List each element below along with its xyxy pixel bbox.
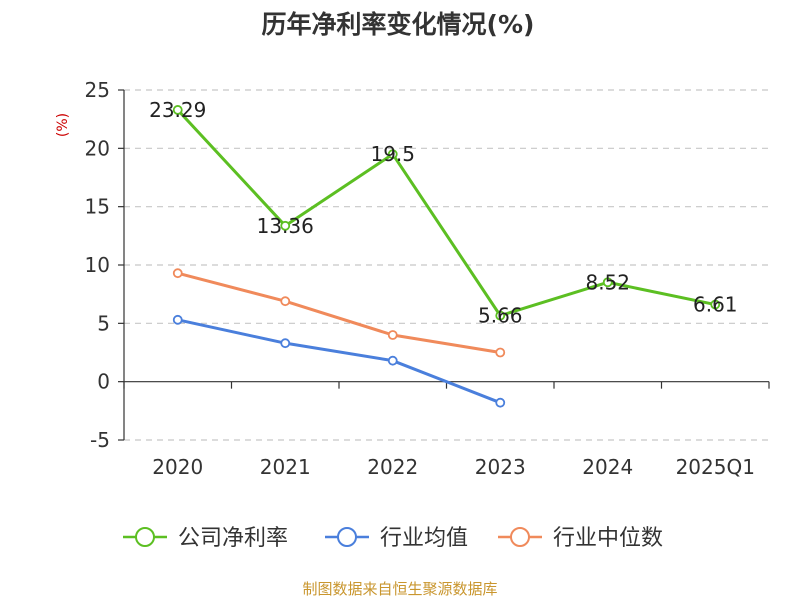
legend-item[interactable]: 行业中位数 bbox=[498, 526, 663, 551]
legend-marker-circle bbox=[337, 527, 357, 547]
data-point bbox=[172, 105, 183, 115]
data-point bbox=[387, 330, 398, 340]
data-point bbox=[602, 277, 613, 288]
series-line bbox=[177, 318, 501, 405]
y-tick-label: -5 bbox=[90, 428, 110, 452]
x-tick-label: 2020 bbox=[152, 455, 203, 479]
data-point bbox=[172, 314, 183, 325]
chart-title: 历年净利率变化情况(%) bbox=[262, 10, 535, 39]
data-point bbox=[172, 268, 183, 279]
y-tick-label: 5 bbox=[97, 311, 110, 335]
axes: 25 20 15 10 5 0 -5 2020 2021 2022 2023 2024 2025Q1 bbox=[85, 78, 770, 479]
legend-marker-circle bbox=[510, 527, 530, 547]
data-point bbox=[495, 310, 506, 321]
data-point bbox=[280, 296, 291, 307]
data-label: 19.5 bbox=[370, 142, 415, 166]
data-label: 8.52 bbox=[585, 270, 630, 294]
x-tick-label: 2025Q1 bbox=[676, 455, 755, 479]
data-point bbox=[495, 397, 506, 408]
data-labels: 23.29 13.36 19.5 5.66 8.52 6.61 bbox=[149, 98, 737, 328]
data-point bbox=[710, 299, 721, 310]
legend-label: 行业中位数 bbox=[553, 526, 663, 551]
data-label: 23.29 bbox=[149, 98, 206, 122]
series-line bbox=[176, 108, 716, 318]
y-tick-label: 10 bbox=[85, 253, 110, 277]
y-tick-label: 25 bbox=[85, 78, 110, 102]
data-point bbox=[387, 149, 398, 160]
legend-label: 行业均值 bbox=[380, 526, 468, 551]
data-point bbox=[387, 355, 398, 366]
data-point bbox=[280, 220, 291, 231]
legend-item[interactable]: 行业均值 bbox=[325, 526, 468, 551]
y-tick-label: 0 bbox=[97, 370, 110, 394]
x-tick-label: 2022 bbox=[367, 455, 418, 479]
x-tick-label: 2021 bbox=[260, 455, 311, 479]
legend-label: 公司净利率 bbox=[178, 526, 288, 551]
data-label: 6.61 bbox=[693, 293, 738, 317]
series-line bbox=[177, 271, 501, 354]
data-label: 13.36 bbox=[257, 214, 314, 238]
data-point bbox=[495, 347, 506, 358]
legend-item[interactable]: 公司净利率 bbox=[123, 526, 288, 551]
grid-lines bbox=[124, 89, 769, 441]
y-tick-label: 15 bbox=[85, 195, 110, 219]
x-tick-label: 2023 bbox=[475, 455, 526, 479]
y-tick-label: 20 bbox=[85, 136, 110, 160]
legend-marker-circle bbox=[135, 527, 155, 547]
data-label: 5.66 bbox=[478, 304, 523, 328]
y-axis-label: (%) bbox=[55, 113, 71, 137]
legend: 公司净利率 行业均值 行业中位数 bbox=[123, 526, 663, 551]
data-point bbox=[280, 338, 291, 349]
source-note: 制图数据来自恒生聚源数据库 bbox=[302, 580, 497, 598]
series-lines bbox=[172, 105, 721, 408]
x-tick-label: 2024 bbox=[582, 455, 633, 479]
